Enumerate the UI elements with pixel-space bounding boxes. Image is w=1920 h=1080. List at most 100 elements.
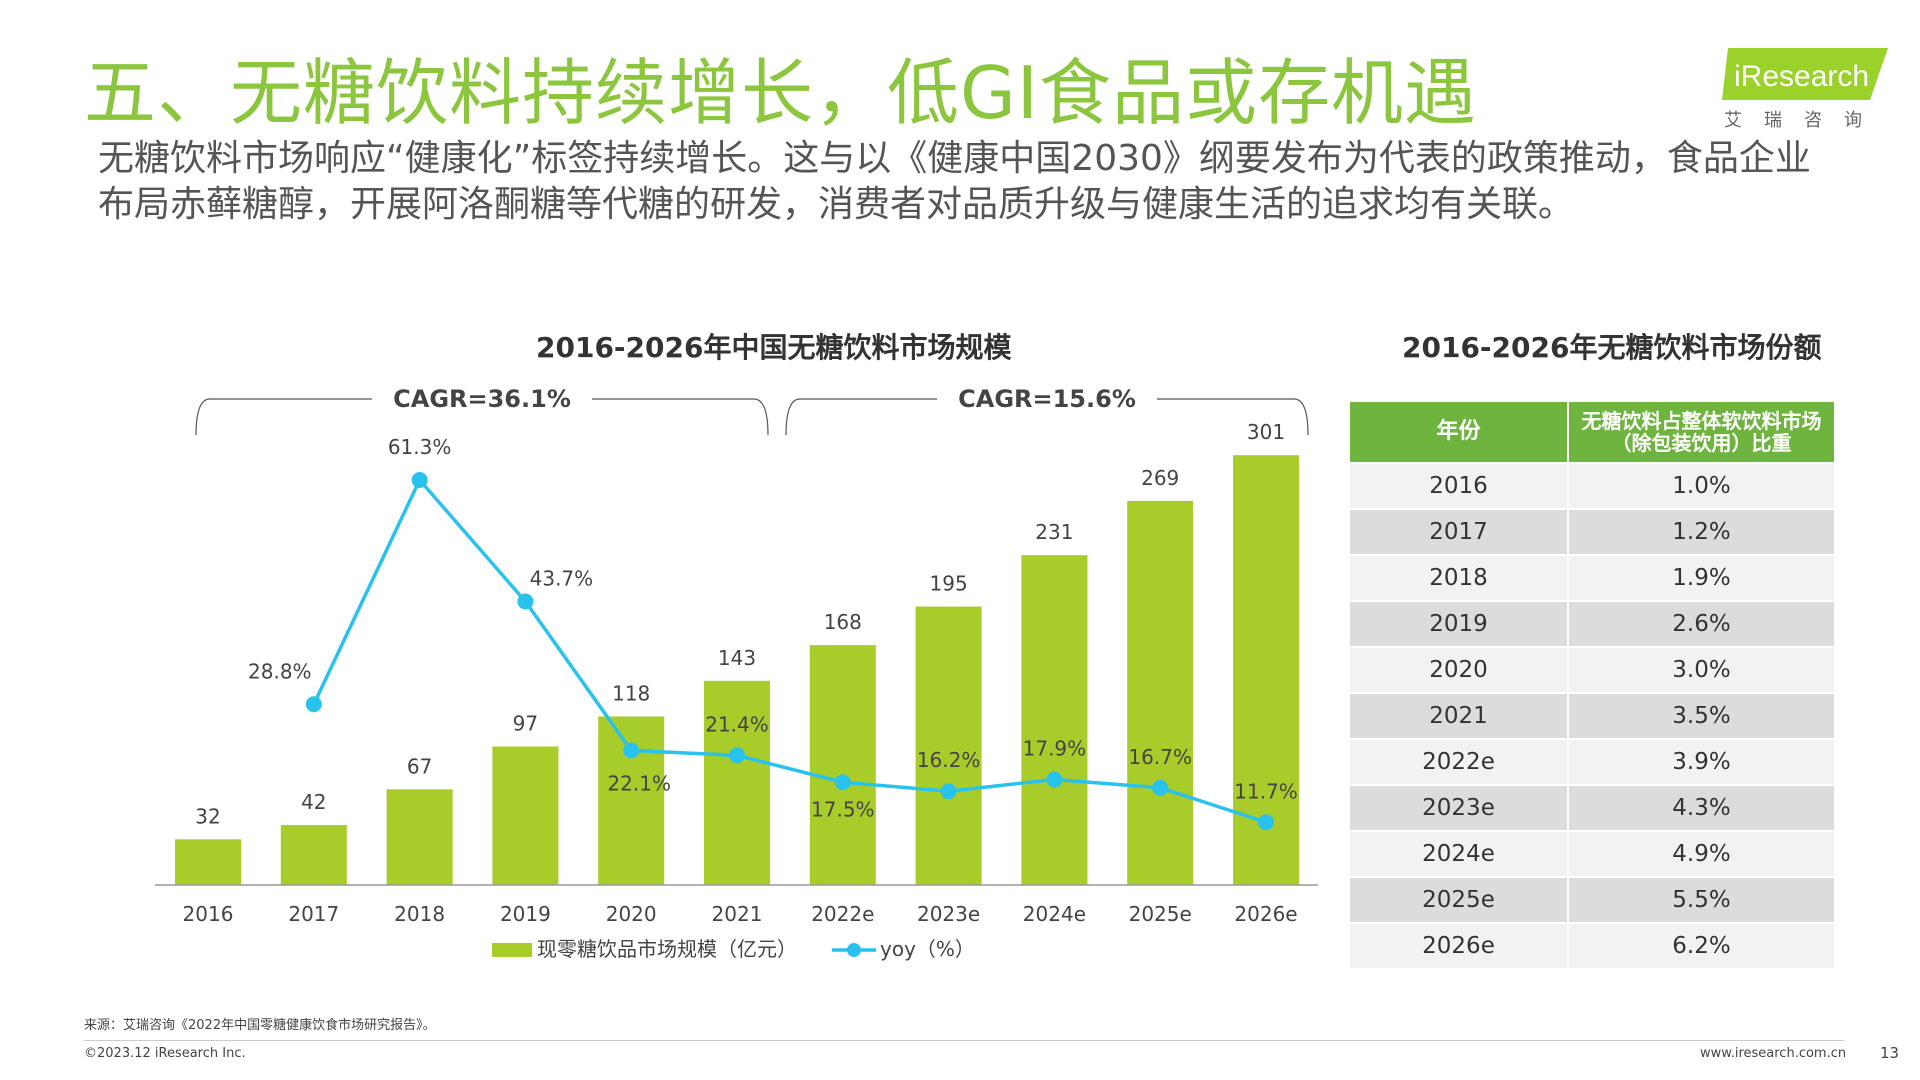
table-cell-share: 1.2% <box>1569 510 1834 554</box>
yoy-value-label: 17.9% <box>1023 736 1087 760</box>
table-cell-share: 4.9% <box>1569 832 1834 876</box>
bar-value-label: 97 <box>513 711 538 735</box>
yoy-point-2021 <box>729 747 745 764</box>
table-cell-year: 2025e <box>1350 878 1569 922</box>
yoy-point-2022e <box>834 774 851 791</box>
cagr-bracket-left <box>195 398 372 436</box>
table-row: 2017 1.2% <box>1350 510 1834 554</box>
bar-value-label: 168 <box>824 610 862 634</box>
table-cell-share: 1.0% <box>1569 464 1834 508</box>
cagr-label: CAGR=15.6% <box>958 385 1136 413</box>
table-cell-share: 3.5% <box>1569 694 1834 738</box>
market-share-table: 年份 无糖饮料占整体软饮料市场（除包装饮用）比重 2016 1.0% 2017 1.2… <box>1350 400 1834 970</box>
yoy-point-2026e <box>1258 814 1274 831</box>
cagr-bracket-right <box>592 398 769 436</box>
yoy-line <box>312 476 1267 824</box>
footer-divider <box>84 1040 1844 1041</box>
table-row: 2021 3.5% <box>1350 694 1834 738</box>
legend-line-marker <box>847 943 861 957</box>
logo-subtitle: 艾瑞咨询 <box>1724 110 1884 131</box>
x-tick-label: 2020 <box>606 902 657 926</box>
bar-2020 <box>598 716 665 885</box>
copyright: ©2023.12 iResearch Inc. <box>84 1046 246 1061</box>
table-row: 2026e 6.2% <box>1350 924 1834 968</box>
x-tick-label: 2018 <box>394 902 445 926</box>
yoy-point-2023e <box>940 783 957 800</box>
table-cell-year: 2019 <box>1350 602 1569 646</box>
page-number: 13 <box>1880 1044 1900 1062</box>
table-title: 2016-2026年无糖饮料市场份额 <box>1402 331 1822 364</box>
table-cell-share: 3.0% <box>1569 648 1834 692</box>
table-cell-share: 1.9% <box>1569 556 1834 600</box>
x-tick-label: 2024e <box>1023 902 1086 926</box>
bar-2021 <box>704 680 770 885</box>
x-tick-label: 2019 <box>500 902 551 926</box>
yoy-point-2020 <box>623 742 640 759</box>
bar-value-label: 118 <box>612 681 650 705</box>
table-row: 2024e 4.9% <box>1350 832 1834 876</box>
bar-value-label: 67 <box>407 754 432 778</box>
cagr-bracket-left <box>785 398 937 436</box>
bar-value-label: 195 <box>930 572 968 596</box>
bar-2016 <box>175 839 241 885</box>
yoy-value-label: 28.8% <box>248 659 312 683</box>
bar-2017 <box>280 825 347 885</box>
bar-2024e <box>1021 555 1088 885</box>
table-cell-share: 5.5% <box>1569 878 1834 922</box>
bar-value-label: 42 <box>301 790 326 814</box>
yoy-value-label: 43.7% <box>530 566 594 590</box>
yoy-value-label: 16.7% <box>1128 745 1192 769</box>
yoy-point-2019 <box>517 593 534 610</box>
table-cell-year: 2024e <box>1350 832 1569 876</box>
yoy-value-label: 22.1% <box>607 772 671 796</box>
bar-chart-title: 2016-2026年中国无糖饮料市场规模 <box>536 331 1012 364</box>
bar-value-label: 32 <box>195 804 220 828</box>
yoy-point-2025e <box>1152 779 1169 796</box>
iresearch-logo: iResearch <box>1722 48 1888 100</box>
yoy-value-label: 21.4% <box>705 712 769 736</box>
bar-2025e <box>1127 500 1194 885</box>
yoy-value-label: 17.5% <box>811 797 875 821</box>
bar-2022e <box>809 645 876 885</box>
yoy-value-label: 61.3% <box>388 435 452 459</box>
legend-line-label: yoy（%） <box>880 937 975 961</box>
bar-2023e <box>915 606 982 885</box>
table-row: 2016 1.0% <box>1350 464 1834 508</box>
x-tick-label: 2025e <box>1129 902 1192 926</box>
table-cell-year: 2026e <box>1350 924 1569 968</box>
table-body: 2016 1.0% 2017 1.2% 2018 1.9% 2019 2.6% 2020 3.0%… <box>1350 464 1834 968</box>
table-cell-year: 2022e <box>1350 740 1569 784</box>
x-tick-label: 2023e <box>917 902 980 926</box>
x-tick-label: 2017 <box>288 902 339 926</box>
x-tick-label: 2022e <box>811 902 874 926</box>
market-size-chart: 32 42 67 97 118 143 168 195 231 269 301 2016 2017 201… <box>155 385 1318 961</box>
yoy-point-2017 <box>305 696 322 713</box>
table-cell-year: 2017 <box>1350 510 1569 554</box>
bar-value-label: 231 <box>1035 520 1073 544</box>
x-tick-label: 2016 <box>183 902 234 926</box>
table-cell-year: 2016 <box>1350 464 1569 508</box>
cagr-bracket-right <box>1157 398 1309 436</box>
bar-value-label: 301 <box>1247 420 1285 444</box>
page-subtitle: 无糖饮料市场响应“健康化”标签持续增长。这与以《健康中国2030》纲要发布为代表… <box>98 138 1811 225</box>
table-cell-share: 6.2% <box>1569 924 1834 968</box>
source-note: 来源：艾瑞咨询《2022年中国零糖健康饮食市场研究报告》。 <box>84 1018 436 1033</box>
table-row: 2023e 4.3% <box>1350 786 1834 830</box>
table-header-year: 年份 <box>1350 402 1569 462</box>
table-row: 2025e 5.5% <box>1350 878 1834 922</box>
table-row: 2020 3.0% <box>1350 648 1834 692</box>
yoy-point-2024e <box>1046 771 1063 788</box>
table-cell-year: 2021 <box>1350 694 1569 738</box>
table-cell-year: 2023e <box>1350 786 1569 830</box>
table-row: 2019 2.6% <box>1350 602 1834 646</box>
table-cell-year: 2020 <box>1350 648 1569 692</box>
yoy-point-2018 <box>411 472 428 489</box>
website-link[interactable]: www.iresearch.com.cn <box>1700 1046 1847 1061</box>
cagr-label: CAGR=36.1% <box>393 385 571 413</box>
legend-bar-swatch <box>492 943 532 957</box>
bar-2019 <box>492 746 559 885</box>
table-header-share: 无糖饮料占整体软饮料市场（除包装饮用）比重 <box>1569 402 1834 462</box>
bar-2018 <box>386 789 453 885</box>
yoy-value-label: 11.7% <box>1234 779 1298 803</box>
page-title: 五、无糖饮料持续增长，低GI食品或存机遇 <box>84 51 1478 135</box>
